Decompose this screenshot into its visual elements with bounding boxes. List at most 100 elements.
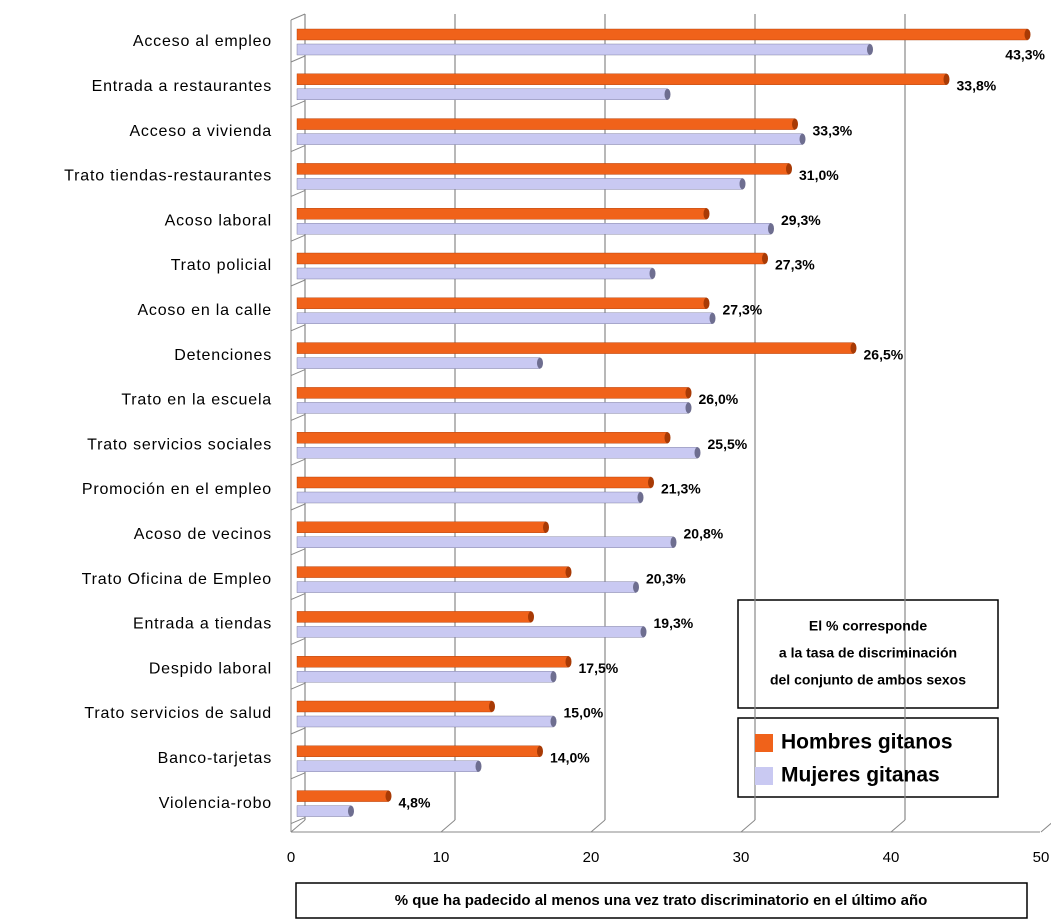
bar (296, 222, 772, 235)
bar (296, 88, 668, 101)
bar-cap (640, 626, 647, 638)
bar (296, 611, 532, 623)
legend-label: Mujeres gitanas (781, 764, 940, 787)
x-tick-label: 20 (583, 849, 600, 866)
x-tick-label: 30 (733, 849, 750, 866)
legend-swatch (755, 767, 773, 785)
note-text: del conjunto de ambos sexos (770, 672, 966, 688)
bar-cap (685, 402, 692, 414)
tick-mark (740, 819, 756, 833)
data-label: 33,8% (957, 78, 997, 94)
data-label: 26,5% (864, 346, 904, 362)
category-label: Trato policial (171, 257, 272, 274)
bar (296, 790, 389, 802)
category-label: Violencia-robo (159, 795, 272, 812)
bar-cap (768, 223, 774, 235)
data-label: 19,3% (654, 615, 694, 631)
bar (296, 536, 674, 548)
bar (296, 178, 743, 190)
tick-mark (290, 819, 306, 833)
bar (296, 357, 541, 369)
row-tick (290, 503, 306, 511)
x-axis-label: % que ha padecido al menos una vez trato… (395, 892, 928, 909)
bar (296, 566, 569, 578)
row-tick (290, 100, 306, 108)
bar (296, 267, 653, 280)
bar-cap (867, 44, 873, 55)
bar-cap (850, 342, 857, 354)
row-tick (290, 55, 306, 63)
data-label: 4,8% (399, 794, 431, 810)
bar-cap (709, 312, 716, 324)
bar (296, 447, 698, 459)
bar-cap (799, 133, 806, 145)
note-text: El % corresponde (809, 618, 927, 634)
category-label: Despido laboral (149, 660, 272, 677)
category-label: Banco-tarjetas (158, 750, 272, 767)
bar (296, 342, 854, 354)
bar-cap (786, 163, 792, 175)
bar-cap (489, 701, 495, 712)
data-label: 20,8% (684, 526, 724, 542)
data-label: 25,5% (708, 436, 748, 452)
bar (296, 805, 352, 817)
category-label: Trato en la escuela (121, 392, 272, 409)
bar-cap (565, 656, 572, 668)
category-label: Detenciones (174, 347, 272, 364)
bar (296, 760, 479, 772)
row-tick (290, 234, 306, 242)
bar (296, 656, 569, 668)
bar-cap (637, 492, 644, 503)
data-label: 43,3% (1005, 47, 1045, 63)
bar (296, 252, 766, 265)
data-label: 33,3% (813, 122, 853, 138)
bar-cap (543, 521, 549, 533)
bar-cap (475, 760, 482, 772)
bar-cap (792, 118, 798, 130)
bar (296, 715, 554, 728)
legend-swatch (755, 734, 773, 752)
bar (296, 626, 644, 638)
bar-cap (537, 745, 543, 757)
bar (296, 73, 947, 86)
bar (296, 671, 554, 683)
x-tick-label: 40 (883, 849, 900, 866)
bar-cap (670, 536, 677, 548)
x-tick-label: 10 (433, 849, 450, 866)
bar-cap (685, 387, 692, 399)
note-text: a la tasa de discriminación (779, 645, 957, 661)
bar-cap (649, 268, 656, 279)
bar (296, 297, 707, 309)
data-label: 21,3% (661, 481, 701, 497)
category-label: Trato servicios sociales (87, 436, 272, 453)
tick-mark (590, 819, 606, 833)
bar-cap (694, 447, 701, 459)
bar-cap (537, 357, 543, 369)
bar (296, 402, 689, 414)
bar (296, 133, 803, 145)
bar (296, 163, 790, 175)
row-tick (290, 772, 306, 780)
bar-cap (739, 178, 746, 190)
y-axis-top (290, 13, 306, 21)
tick-mark (440, 819, 456, 833)
xlabel-box (295, 882, 1028, 919)
bar (296, 432, 668, 444)
category-label: Acceso al empleo (133, 33, 272, 50)
bar-cap (703, 208, 710, 220)
data-label: 14,0% (550, 750, 590, 766)
bar-cap (550, 671, 557, 683)
row-tick (290, 727, 306, 735)
bar-cap (565, 566, 572, 578)
row-tick (290, 548, 306, 556)
bar (296, 118, 796, 130)
legend-label: Hombres gitanos (781, 731, 953, 754)
row-tick (290, 413, 306, 421)
row-tick (290, 458, 306, 466)
category-label: Entrada a tiendas (133, 616, 272, 633)
bar (296, 387, 689, 399)
category-label: Acoso laboral (165, 212, 272, 229)
bar (296, 700, 493, 713)
row-tick (290, 145, 306, 153)
